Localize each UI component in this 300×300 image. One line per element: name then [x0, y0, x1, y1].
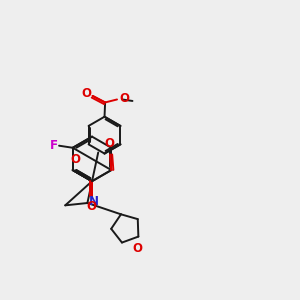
Text: F: F [50, 139, 58, 152]
Text: O: O [70, 153, 80, 166]
Text: O: O [105, 137, 115, 150]
Text: O: O [133, 242, 142, 255]
Text: N: N [88, 195, 99, 208]
Text: O: O [86, 200, 96, 213]
Text: O: O [81, 87, 91, 100]
Text: O: O [119, 92, 129, 105]
